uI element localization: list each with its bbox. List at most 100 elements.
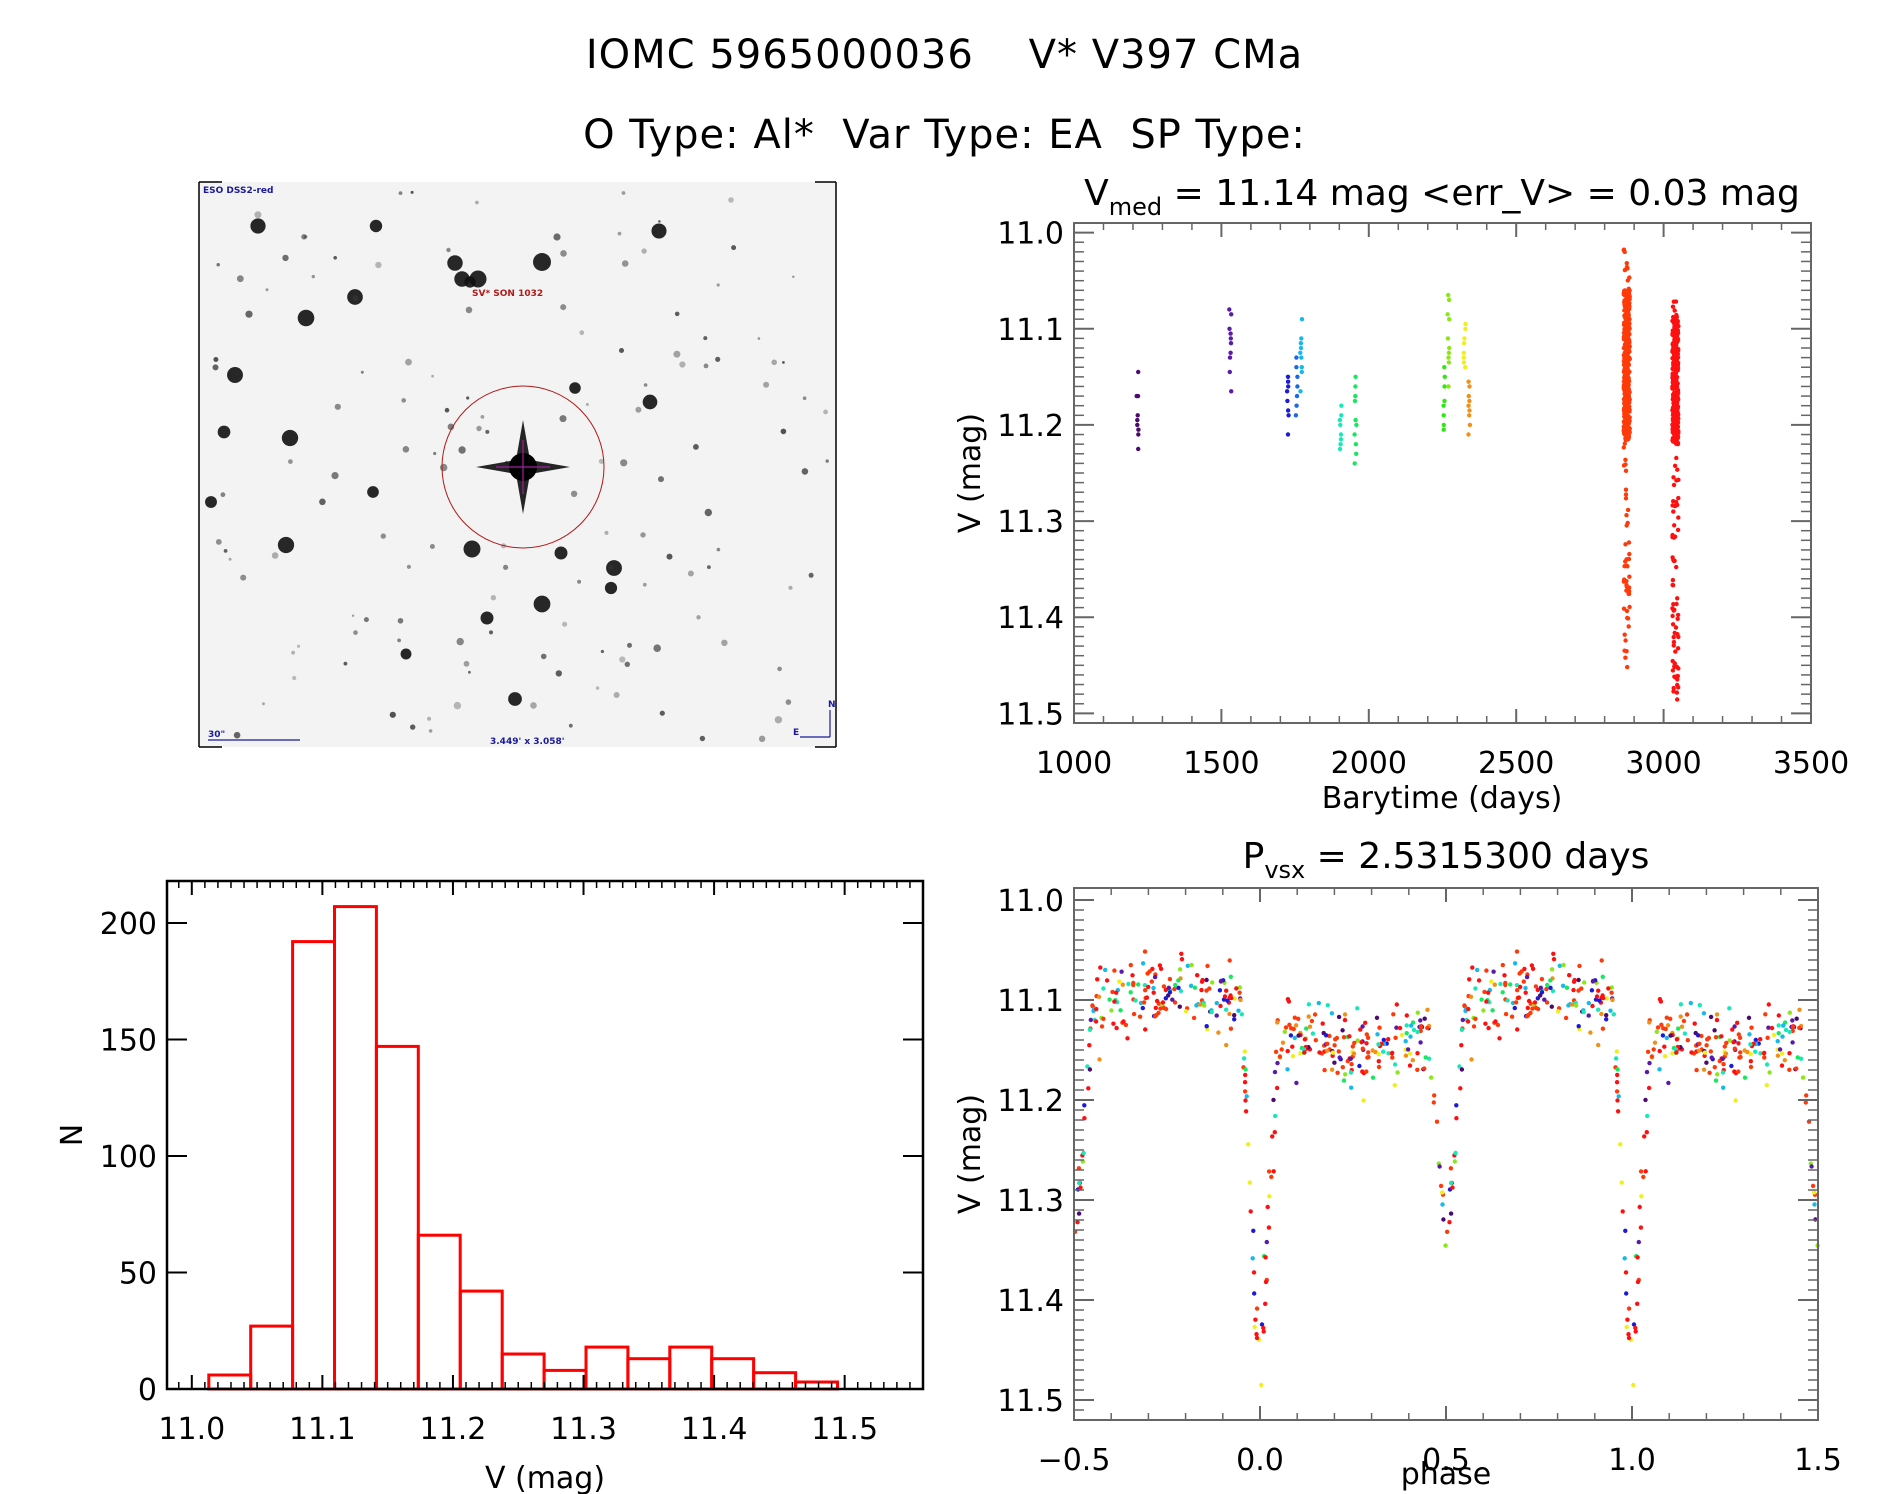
phased-point (1335, 1070, 1340, 1076)
phased-point (1790, 1024, 1796, 1030)
phased-point (1479, 997, 1484, 1002)
lightcurve-point (1135, 413, 1140, 418)
phased-point (1732, 1046, 1738, 1051)
phased-point (1493, 1019, 1498, 1024)
phased-point (1304, 1026, 1309, 1031)
phased-point (1681, 1018, 1687, 1024)
phased-point (1736, 1032, 1742, 1037)
star (489, 630, 493, 635)
phased-point (1364, 1032, 1370, 1037)
phased-point (1529, 963, 1535, 968)
phased-point (1610, 997, 1615, 1003)
phased-point (1225, 998, 1230, 1003)
phased-point (1736, 1069, 1741, 1074)
phased-point (1443, 1243, 1448, 1248)
phased-point (1586, 1000, 1592, 1006)
phased-point (1660, 1033, 1666, 1038)
lightcurve-point (1466, 432, 1471, 437)
phased-point (1495, 1022, 1501, 1028)
star (363, 617, 369, 623)
lightcurve-point (1352, 432, 1357, 437)
phased-point (1513, 1000, 1519, 1005)
lightcurve-point (1445, 312, 1450, 317)
lightcurve-point (1227, 369, 1233, 375)
histogram-ytick-label: 150 (100, 1023, 157, 1058)
star (319, 498, 326, 506)
phased-point (1218, 978, 1224, 984)
phased-point (1483, 1021, 1488, 1026)
phased-point (1324, 1048, 1330, 1053)
phased-point (1390, 1055, 1395, 1060)
star (651, 223, 667, 239)
phased-point (1738, 1054, 1743, 1060)
lightcurve-title: Vmed = 11.14 mag <err_V> = 0.03 mag (1084, 173, 1800, 221)
lightcurve-point (1441, 427, 1446, 432)
star (540, 653, 547, 660)
lightcurve-point (1626, 305, 1632, 310)
phased-point (1635, 1255, 1640, 1260)
star (666, 553, 673, 560)
phased-point (1800, 1075, 1806, 1080)
star (254, 211, 262, 219)
star (658, 220, 661, 223)
phased-point (1550, 988, 1556, 994)
star (533, 253, 551, 271)
phased-point (1719, 1034, 1724, 1039)
phased-point (1154, 1012, 1159, 1018)
lightcurve-point (1228, 350, 1233, 355)
phased-point (1701, 1011, 1707, 1016)
star (568, 723, 573, 728)
phased-point (1176, 978, 1181, 983)
phased-point (1679, 1024, 1685, 1029)
star (621, 260, 629, 267)
phased-point (1140, 1005, 1146, 1011)
phased-point (1241, 1056, 1247, 1061)
phased-point (1126, 981, 1131, 987)
lightcurve-point (1626, 585, 1632, 590)
phased-point (1470, 965, 1475, 970)
phased-point (1804, 1093, 1809, 1098)
star (777, 666, 782, 672)
phased-point (1359, 1040, 1364, 1045)
phased-point (1093, 1019, 1099, 1024)
phased-point (1708, 1014, 1714, 1020)
lightcurve-point (1676, 477, 1681, 482)
phased-point (1239, 1012, 1245, 1017)
phased-point (1114, 990, 1119, 995)
lightcurve-point (1670, 606, 1675, 611)
phased-point (1643, 1097, 1648, 1103)
star (560, 250, 567, 257)
lightcurve-point (1624, 523, 1629, 528)
phased-point (1647, 1020, 1652, 1025)
phased-point (1188, 983, 1194, 988)
phased-point (1250, 1256, 1255, 1261)
lightcurve-point (1299, 355, 1304, 360)
star (397, 638, 401, 643)
lightcurve-point (1466, 379, 1471, 384)
lightcurve-point (1134, 393, 1139, 399)
star (466, 396, 470, 400)
phased-point (1524, 974, 1530, 980)
lightcurve-point (1624, 261, 1630, 266)
lightcurve-point (1135, 422, 1140, 428)
star (802, 396, 807, 401)
histogram-xtick-label: 11.5 (811, 1412, 878, 1447)
phased-point (1609, 985, 1615, 990)
phased-point (1454, 1103, 1459, 1108)
phased-point (1749, 1025, 1754, 1030)
star (397, 618, 404, 624)
phased-point (1560, 983, 1566, 988)
phased-ytick-label: 11.2 (997, 1084, 1064, 1119)
phased-point (1500, 990, 1505, 995)
lightcurve-point (1626, 377, 1631, 382)
phased-point (1465, 1019, 1471, 1024)
lightcurve-point (1353, 442, 1359, 447)
phased-point (1665, 1023, 1671, 1028)
lightcurve-point (1467, 384, 1472, 389)
lightcurve-point (1352, 398, 1358, 404)
phased-point (1397, 1025, 1403, 1031)
phased-point (1459, 1067, 1465, 1072)
phased-point (1348, 1056, 1353, 1062)
lightcurve-point (1671, 418, 1676, 423)
phased-point (1753, 1037, 1759, 1043)
